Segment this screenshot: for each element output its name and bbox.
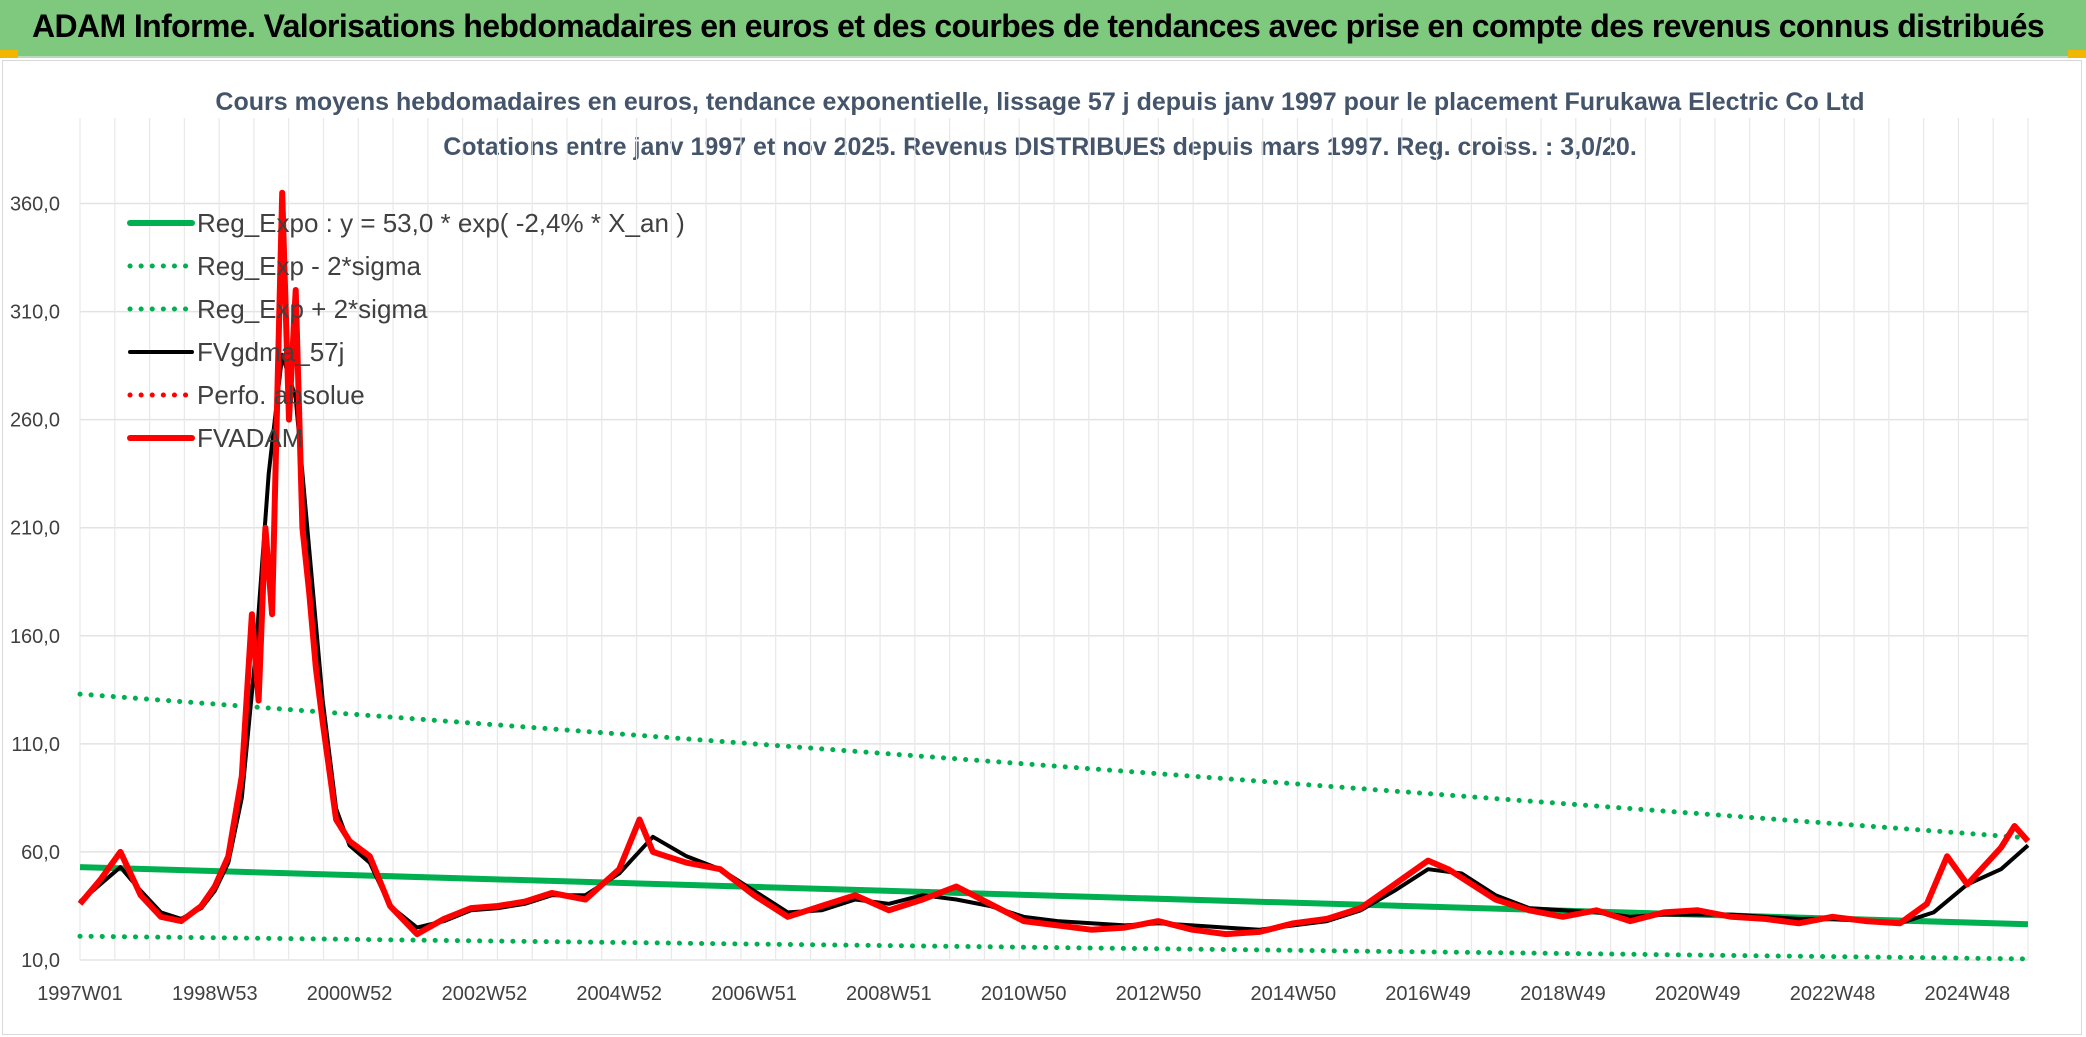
legend-label: FVADAM (197, 423, 303, 453)
x-tick-label: 2020W49 (1655, 983, 1741, 1005)
y-tick-label: 310,0 (10, 302, 60, 324)
chart-title-line1: Cours moyens hebdomadaires en euros, ten… (215, 88, 1864, 116)
y-tick-label: 260,0 (10, 410, 60, 432)
y-tick-label: 360,0 (10, 194, 60, 216)
grid (79, 118, 2029, 961)
legend-label: Reg_Exp + 2*sigma (197, 294, 428, 324)
y-tick-label: 110,0 (11, 734, 60, 756)
y-tick-label: 60,0 (21, 842, 60, 864)
legend-label: Reg_Expo : y = 53,0 * exp( -2,4% * X_an … (197, 208, 685, 238)
x-tick-label: 2012W50 (1116, 983, 1202, 1005)
legend: Reg_Expo : y = 53,0 * exp( -2,4% * X_an … (127, 208, 685, 453)
y-tick-label: 210,0 (10, 518, 60, 540)
legend-label: Reg_Exp - 2*sigma (197, 251, 422, 281)
x-axis: 1997W01 1998W53 2000W52 2002W52 2004W52 2006W… (37, 983, 2010, 1005)
x-tick-label: 2024W48 (1925, 983, 2011, 1005)
x-tick-label: 2014W50 (1250, 983, 1336, 1005)
x-tick-label: 2004W52 (576, 983, 662, 1005)
y-tick-label: 10,0 (21, 950, 60, 972)
legend-label: Perfo. absolue (197, 380, 365, 410)
x-tick-label: 1997W01 (37, 983, 123, 1005)
x-tick-label: 2006W51 (711, 983, 797, 1005)
x-tick-label: 2010W50 (981, 983, 1067, 1005)
chart-title-line2: Cotations entre janv 1997 et nov 2025. R… (443, 133, 1637, 161)
y-tick-label: 160,0 (10, 626, 60, 648)
x-tick-label: 2002W52 (442, 983, 528, 1005)
banner-title: ADAM Informe. Valorisations hebdomadaire… (32, 8, 2045, 44)
x-tick-label: 2018W49 (1520, 983, 1606, 1005)
chart-frame (2, 60, 2082, 1035)
y-axis: 10,0 60,0 110,0 160,0 210,0 260,0 310,0 360,0 (10, 194, 60, 973)
corner-marker-right (2068, 50, 2086, 58)
series-line-5 (77, 189, 2031, 938)
series-lines (77, 189, 2031, 962)
legend-label: FVgdma_57j (197, 337, 344, 367)
x-tick-label: 2008W51 (846, 983, 932, 1005)
series-line-2 (77, 691, 2031, 841)
banner: ADAM Informe. Valorisations hebdomadaire… (0, 0, 2086, 58)
x-tick-label: 1998W53 (172, 983, 258, 1005)
x-tick-label: 2000W52 (307, 983, 393, 1005)
corner-marker-left (0, 50, 18, 58)
x-tick-label: 2022W48 (1790, 983, 1876, 1005)
x-tick-label: 2016W49 (1385, 983, 1471, 1005)
